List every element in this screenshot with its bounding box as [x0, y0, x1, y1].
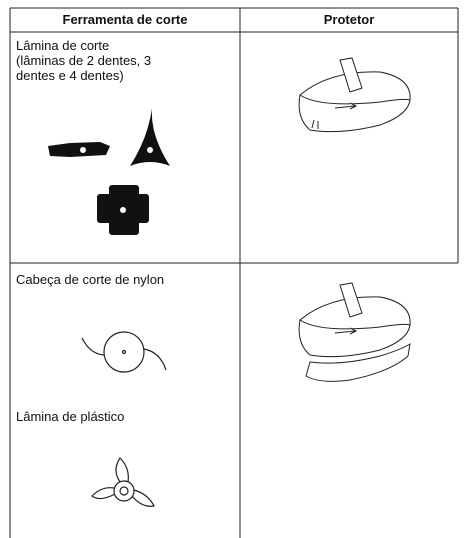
three-tooth-blade-icon — [130, 108, 170, 166]
two-tooth-blade-icon — [48, 142, 110, 157]
guard-with-cover-icon — [298, 282, 411, 382]
header-cell: Ferramenta de corte — [62, 12, 188, 27]
plastic-blade-icon — [91, 457, 155, 507]
tool-name: Lâmina de plástico — [16, 409, 125, 424]
table-borders — [9, 7, 459, 538]
nylon-head-icon — [81, 331, 167, 373]
cell-text: Lâmina de corte (lâminas de 2 dentes, 3 … — [16, 38, 186, 83]
tool-note: (lâminas de 2 dentes, 3 dentes e 4 dente… — [16, 53, 152, 83]
tool-name: Lâmina de corte — [16, 38, 110, 53]
tool-name: Cabeça de corte de nylon — [16, 272, 165, 287]
guard-icon — [298, 57, 411, 133]
four-tooth-blade-icon — [97, 185, 149, 235]
header-cell: Protetor — [323, 12, 375, 27]
